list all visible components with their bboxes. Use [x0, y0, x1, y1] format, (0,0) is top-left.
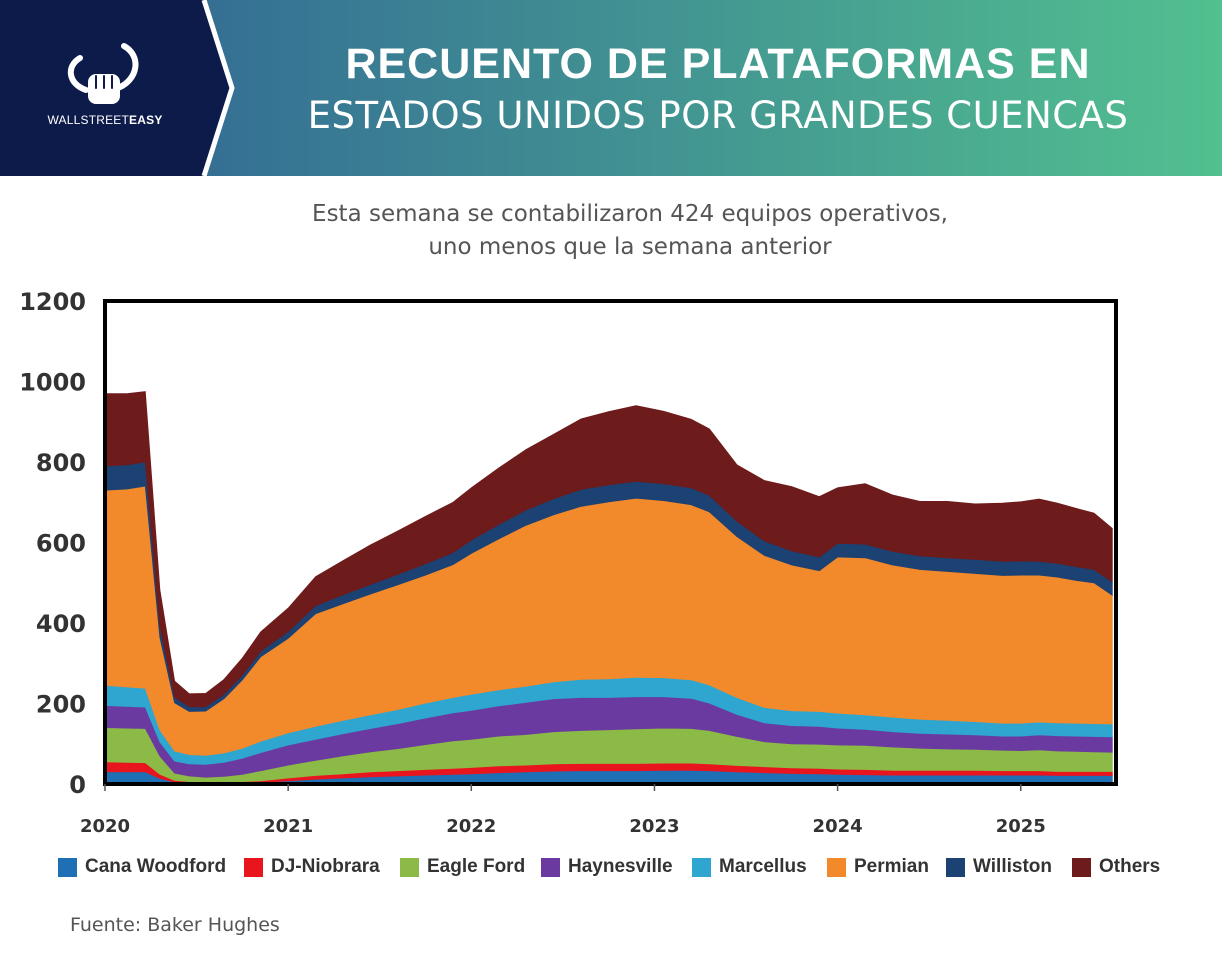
area-layers [104, 391, 1113, 785]
logo-icon [68, 43, 139, 104]
area-others [104, 391, 1113, 708]
legend: Cana Woodford DJ-Niobrara Eagle Ford Haynes… [58, 856, 1178, 882]
subtitle-line2: uno menos que la semana anterior [428, 234, 832, 260]
header-banner: WALLSTREETEASY RECUENTO DE PLATAFORMAS E… [0, 0, 1222, 176]
x-tick-label: 2025 [996, 816, 1046, 837]
legend-label: Permian [854, 856, 929, 877]
y-tick-label: 200 [36, 691, 86, 719]
legend-swatch [244, 857, 263, 877]
subtitle-line1: Esta semana se contabilizaron 424 equipo… [312, 201, 948, 227]
legend-swatch [1072, 857, 1091, 877]
x-tick-label: 2021 [263, 816, 313, 837]
x-tick-label: 2020 [80, 816, 130, 837]
legend-item: Williston [946, 856, 1052, 878]
legend-swatch [400, 857, 419, 877]
x-tick-label: 2023 [629, 816, 679, 837]
brand-part2: EASY [129, 113, 163, 127]
legend-item: Permian [827, 856, 929, 878]
legend-label: Marcellus [719, 856, 807, 877]
legend-label: DJ-Niobrara [271, 856, 380, 877]
legend-label: Haynesville [568, 856, 673, 877]
title-line1: RECUENTO DE PLATAFORMAS EN [345, 40, 1091, 88]
legend-label: Others [1099, 856, 1161, 877]
x-axis: 2020 2021 2022 2023 2024 2025 [80, 784, 1046, 837]
y-tick-label: 600 [36, 530, 86, 558]
legend-item: Marcellus [692, 856, 807, 878]
legend-swatch [58, 857, 77, 877]
x-tick-label: 2022 [446, 816, 496, 837]
plot-frame [103, 299, 1118, 786]
source-note: Fuente: Baker Hughes [70, 914, 280, 936]
legend-item: Cana Woodford [58, 856, 226, 878]
subtitle: Esta semana se contabilizaron 424 equipo… [160, 198, 1100, 264]
y-tick-label: 400 [36, 610, 86, 638]
legend-item: DJ-Niobrara [244, 856, 380, 878]
title-line2: ESTADOS UNIDOS POR GRANDES CUENCAS [307, 94, 1129, 137]
y-tick-label: 1200 [19, 288, 86, 316]
x-tick-label: 2024 [813, 816, 863, 837]
brand-part1: WALLSTREET [47, 113, 130, 127]
y-axis: 0 200 400 600 800 1000 1200 [19, 288, 86, 799]
legend-swatch [827, 857, 846, 877]
legend-swatch [692, 857, 711, 877]
legend-item: Haynesville [541, 856, 673, 878]
legend-label: Williston [973, 856, 1052, 877]
y-tick-label: 0 [69, 771, 86, 799]
legend-label: Eagle Ford [427, 856, 526, 877]
legend-swatch [946, 857, 965, 877]
header-background [0, 0, 1222, 176]
y-tick-label: 1000 [19, 369, 86, 397]
legend-item: Others [1072, 856, 1160, 878]
legend-swatch [541, 857, 560, 877]
y-tick-label: 800 [36, 449, 86, 477]
brand-name: WALLSTREETEASY [46, 113, 164, 127]
legend-item: Eagle Ford [400, 856, 525, 878]
legend-label: Cana Woodford [85, 856, 227, 877]
